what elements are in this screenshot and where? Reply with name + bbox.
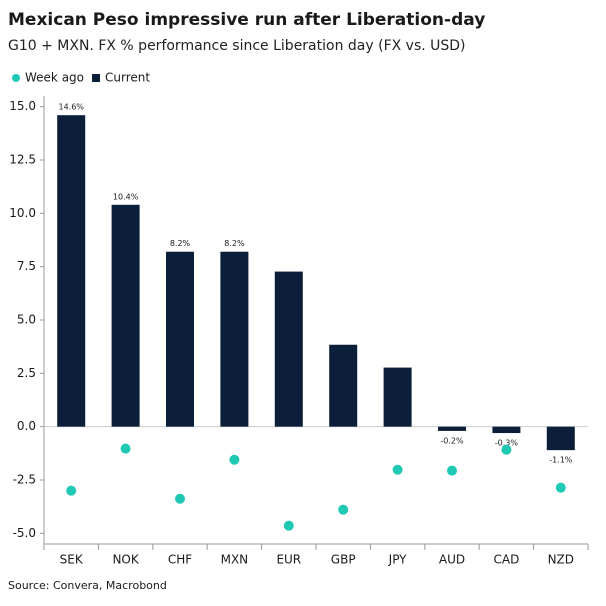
x-tick-label: NOK — [112, 553, 139, 567]
y-tick-label: 15.0 — [9, 99, 36, 113]
bar — [492, 426, 521, 434]
value-label: -0.3% — [495, 439, 519, 448]
point — [447, 465, 457, 476]
bar — [546, 426, 575, 451]
x-tick-label: NZD — [548, 553, 574, 567]
chart-title: Mexican Peso impressive run after Libera… — [8, 10, 485, 30]
value-label: 14.6% — [58, 103, 84, 112]
bar — [111, 204, 140, 427]
bar — [57, 115, 86, 427]
x-tick-label: CAD — [493, 553, 519, 567]
y-tick-label: 5.0 — [17, 313, 36, 327]
bar — [383, 367, 412, 427]
y-tick-label: -5.0 — [13, 526, 36, 540]
point — [283, 520, 294, 531]
point — [501, 444, 512, 455]
x-tick-label: CHF — [168, 553, 192, 567]
source: Source: Convera, Macrobond — [8, 579, 167, 592]
value-label: 8.2% — [224, 239, 245, 248]
x-tick-label: GBP — [331, 553, 356, 567]
legend-label: Week ago — [25, 71, 84, 85]
x-tick-label: SEK — [60, 553, 84, 567]
x-tick-label: AUD — [439, 553, 465, 567]
y-tick-label: 2.5 — [17, 366, 36, 380]
value-label: -1.1% — [549, 456, 573, 465]
point — [120, 443, 131, 454]
legend-label: Current — [105, 71, 150, 85]
point — [66, 485, 77, 496]
value-label: 10.4% — [113, 192, 139, 201]
y-tick-label: 10.0 — [9, 206, 36, 220]
legend-marker — [12, 74, 20, 82]
legend-marker — [92, 74, 101, 82]
x-tick-label: JPY — [388, 553, 408, 567]
x-tick-label: MXN — [221, 553, 249, 567]
value-label: 8.2% — [170, 239, 191, 248]
point — [392, 464, 403, 475]
bar — [274, 271, 303, 427]
bar — [329, 344, 358, 427]
x-tick-label: EUR — [276, 553, 301, 567]
y-tick-label: -2.5 — [13, 473, 36, 487]
bar — [438, 426, 466, 431]
y-tick-label: 0.0 — [17, 419, 36, 433]
value-label: -0.2% — [440, 436, 464, 445]
y-tick-label: 12.5 — [9, 153, 36, 167]
point — [175, 493, 185, 504]
bar — [166, 251, 194, 427]
point — [555, 482, 566, 493]
bar — [220, 251, 249, 427]
chart-subtitle: G10 + MXN. FX % performance since Libera… — [8, 38, 466, 54]
y-tick-label: 7.5 — [17, 259, 36, 273]
point — [338, 504, 349, 515]
point — [229, 454, 240, 465]
